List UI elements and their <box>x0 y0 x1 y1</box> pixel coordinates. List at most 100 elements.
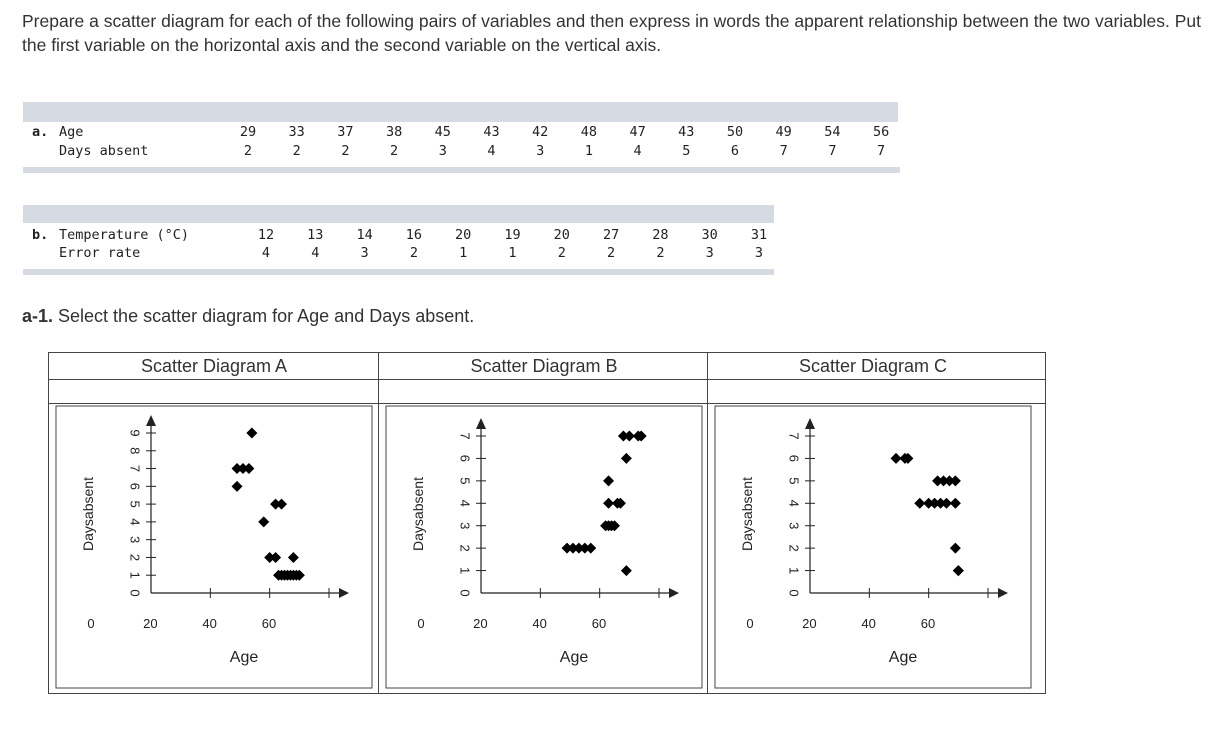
y-tick-label: 0 <box>458 589 473 596</box>
data-point <box>270 498 282 510</box>
data-point <box>293 569 305 581</box>
data-point <box>603 497 615 509</box>
table-b-var2-cell: 4 <box>311 245 320 261</box>
data-point <box>620 452 632 464</box>
plot-frame <box>55 405 373 689</box>
data-point <box>952 565 964 577</box>
table-b-var2-cell: 1 <box>508 245 517 261</box>
table-b-var2-label: Error rate <box>59 245 141 261</box>
data-point <box>276 498 288 510</box>
x-tick-label: 0 <box>746 616 753 631</box>
data-point <box>890 452 902 464</box>
table-b-var1-cell: 28 <box>652 227 669 243</box>
y-axis-label: Daysabsent <box>739 477 755 551</box>
y-axis-label: Daysabsent <box>410 477 426 551</box>
data-point <box>938 475 949 487</box>
y-tick-label: 8 <box>128 447 143 454</box>
table-a-var2-cell: 4 <box>633 143 642 159</box>
table-a-bottom-rule <box>23 167 900 173</box>
table-a-var1-cell: 47 <box>629 124 646 140</box>
data-point <box>635 430 647 442</box>
plot-frame <box>714 405 1032 689</box>
table-b-header-band <box>23 205 774 223</box>
scatter-diagram-c[interactable]: 0 1 2 3 4 5 6 7 0 20 40 60 Age Daysabsent <box>708 403 1036 693</box>
data-point <box>231 463 243 475</box>
x-tick-label: 20 <box>802 616 816 631</box>
y-tick-label: 7 <box>128 465 143 472</box>
y-tick-label: 3 <box>787 522 802 529</box>
table-a-var2-cell: 7 <box>779 143 788 159</box>
data-point <box>940 497 952 509</box>
table-a-var1-cell: 45 <box>434 124 451 140</box>
table-a-var2-cell: 5 <box>682 143 691 159</box>
y-tick-label: 1 <box>787 567 802 574</box>
x-tick-label: 40 <box>202 616 216 631</box>
x-axis-label: Age <box>889 649 918 666</box>
scatter-diagram-b[interactable]: 0 1 2 3 4 5 6 7 0 20 40 60 Age Daysabsent <box>379 403 707 693</box>
x-tick-label: 60 <box>262 616 276 631</box>
problem-prompt: Prepare a scatter diagram for each of th… <box>22 11 1202 55</box>
y-axis-arrow <box>146 415 156 426</box>
table-a-var2-cell: 2 <box>292 143 301 159</box>
option-a[interactable]: Scatter Diagram A 0 1 2 3 4 5 6 7 8 9 0 20 40 60 Age Da… <box>49 353 379 693</box>
table-a-var2-cell: 7 <box>877 143 886 159</box>
y-tick-label: 0 <box>128 589 143 596</box>
x-axis-arrow <box>998 588 1008 598</box>
y-axis-arrow <box>476 418 486 429</box>
y-tick-label: 1 <box>458 567 473 574</box>
data-point <box>567 542 579 554</box>
table-b-var2-cell: 2 <box>557 245 566 261</box>
y-tick-label: 2 <box>787 545 802 552</box>
y-tick-label: 6 <box>128 483 143 490</box>
plot-frame <box>385 405 703 689</box>
table-a-var1-cell: 43 <box>678 124 695 140</box>
question-a1: a-1. Select the scatter diagram for Age … <box>22 306 474 327</box>
y-tick-label: 6 <box>787 455 802 462</box>
data-point <box>614 497 626 509</box>
table-a-var2-cell: 4 <box>487 143 496 159</box>
scatter-options-grid: Scatter Diagram A 0 1 2 3 4 5 6 7 8 9 0 20 40 60 Age Da… <box>48 352 1046 694</box>
table-b-var1-cell: 12 <box>257 227 275 243</box>
table-a-var1-cell: 42 <box>532 124 549 140</box>
y-tick-label: 4 <box>787 500 802 507</box>
option-b[interactable]: Scatter Diagram B 0 1 2 3 4 5 6 7 0 20 40 60 Age Days… <box>379 353 709 693</box>
table-b-var1-cell: 20 <box>553 227 570 243</box>
table-b-var2-cell: 2 <box>656 245 665 261</box>
y-tick-label: 6 <box>458 455 473 462</box>
table-a-var2-cell: 3 <box>536 143 545 159</box>
x-axis-label: Age <box>560 649 589 666</box>
y-tick-label: 2 <box>128 554 143 561</box>
y-tick-label: 4 <box>458 500 473 507</box>
table-b-var1-cell: 31 <box>750 227 768 243</box>
table-a-var2-cell: 2 <box>341 143 350 159</box>
table-b-var2-cell: 3 <box>754 245 764 261</box>
data-point <box>932 475 944 487</box>
table-a-var2-cell: 6 <box>730 143 740 159</box>
x-tick-label: 0 <box>417 616 424 631</box>
option-b-title: Scatter Diagram B <box>470 356 618 376</box>
x-axis-label: Age <box>230 649 259 666</box>
x-tick-label: 20 <box>473 616 487 631</box>
data-point <box>603 475 615 487</box>
table-b-var1-label: Temperature (°C) <box>59 227 190 243</box>
table-a-var2-cell: 3 <box>438 143 447 159</box>
table-b-var1-cell: 20 <box>455 227 472 243</box>
table-a-var2-cell: 1 <box>584 143 593 159</box>
option-c[interactable]: Scatter Diagram C 0 1 2 3 4 5 6 7 0 20 40 60 Age Days… <box>708 353 1038 693</box>
data-point <box>264 551 276 563</box>
data-point <box>923 497 935 509</box>
scatter-diagram-a[interactable]: 0 1 2 3 4 5 6 7 8 9 0 20 40 60 Age Daysabsent <box>49 403 377 693</box>
table-a-var1-cell: 50 <box>726 124 744 140</box>
data-point <box>561 542 573 554</box>
x-tick-label: 60 <box>592 616 606 631</box>
table-b-var1-cell: 19 <box>504 227 521 243</box>
grid-divider-2 <box>707 353 708 693</box>
table-b-var2-cell: 2 <box>409 245 418 261</box>
option-a-title: Scatter Diagram A <box>140 356 288 376</box>
y-tick-label: 3 <box>458 522 473 529</box>
table-b-var1-cell: 13 <box>307 227 324 243</box>
table-b-var2-cell: 3 <box>360 245 369 261</box>
table-b-var2-cell: 3 <box>705 245 714 261</box>
data-point <box>935 497 947 509</box>
question-text: Select the scatter diagram for Age and D… <box>53 306 475 326</box>
